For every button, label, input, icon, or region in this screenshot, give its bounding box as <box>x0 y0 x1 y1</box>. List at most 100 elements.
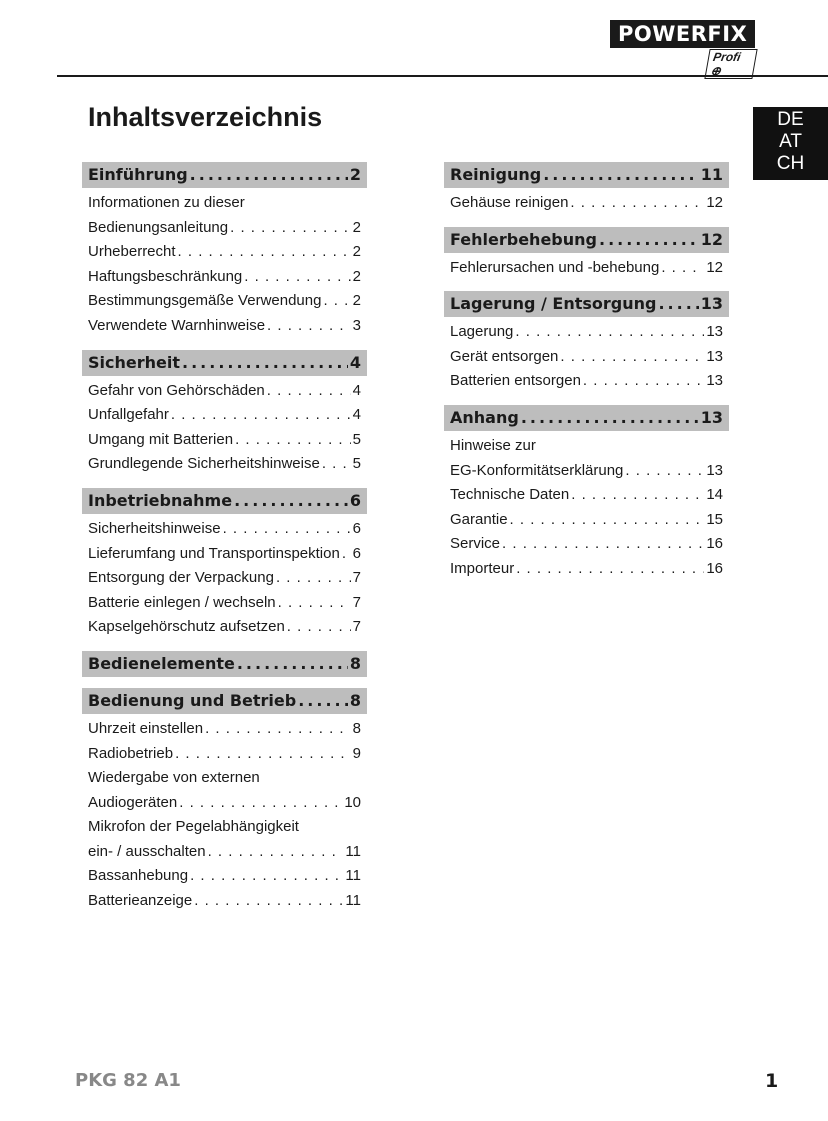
dot-leader <box>205 717 351 742</box>
toc-entry[interactable]: Gehäuse reinigen 12 <box>444 191 729 216</box>
toc-entry[interactable]: Lagerung 13 <box>444 320 729 345</box>
toc-entry[interactable]: Grundlegende Sicherheitshinweise 5 <box>82 452 367 477</box>
dot-leader <box>502 532 704 557</box>
toc-entry[interactable]: EG-Konformitätserklärung 13 <box>444 459 729 484</box>
toc-section-header[interactable]: Lagerung / Entsorgung 13 <box>444 291 729 318</box>
toc-entry[interactable]: Unfallgefahr 4 <box>82 403 367 428</box>
entry-title: Kapselgehörschutz aufsetzen <box>88 618 285 636</box>
entry-page: 7 <box>352 569 361 587</box>
toc-entry[interactable]: Lieferumfang und Transportinspektion 6 <box>82 542 367 567</box>
dot-leader <box>276 566 351 591</box>
entry-title: Fehlerursachen und -behebung <box>450 258 660 276</box>
toc-entry-prefix[interactable]: Wiedergabe von externen <box>88 769 260 787</box>
entry-page: 4 <box>352 381 361 399</box>
section-title: Anhang <box>450 407 519 427</box>
dot-leader <box>190 162 348 188</box>
toc-entry[interactable]: Service 16 <box>444 532 729 557</box>
toc-entry[interactable]: Entsorgung der Verpackung 7 <box>82 566 367 591</box>
toc-entry-prefix[interactable]: Informationen zu dieser <box>88 194 245 211</box>
dot-leader <box>171 403 351 428</box>
entry-page: 6 <box>352 544 361 562</box>
toc-entry[interactable]: Fehlerursachen und -behebung 12 <box>444 256 729 281</box>
dot-leader <box>521 405 699 431</box>
toc-entry[interactable]: Sicherheitshinweise 6 <box>82 517 367 542</box>
toc-entry[interactable]: Kapselgehörschutz aufsetzen 7 <box>82 615 367 640</box>
toc-entry[interactable]: Umgang mit Batterien 5 <box>82 428 367 453</box>
lang-de: DE <box>777 109 804 130</box>
toc-entry[interactable]: Garantie 15 <box>444 508 729 533</box>
entry-page: 13 <box>706 347 723 365</box>
entry-title: Umgang mit Batterien <box>88 430 234 448</box>
toc-entry[interactable]: Verwendete Warnhinweise 3 <box>82 314 367 339</box>
toc-entry[interactable]: Gefahr von Gehörschäden 4 <box>82 379 367 404</box>
powerfix-logo: POWERFIX Profi ⊕ <box>610 20 758 79</box>
dot-leader <box>178 240 351 265</box>
toc-entry[interactable]: Importeur 16 <box>444 557 729 582</box>
toc-right-column: Reinigung11 Gehäuse reinigen12 Fehlerbeheb… <box>444 162 729 593</box>
toc-entry-prefix[interactable]: Mikrofon der Pegelabhängigkeit <box>88 818 299 836</box>
entry-title: ein- / ausschalten <box>88 842 206 860</box>
lang-at: AT <box>779 131 802 152</box>
section-title: Reinigung <box>450 165 542 184</box>
toc-entry[interactable]: Urheberrecht 2 <box>82 240 367 265</box>
entry-title: Service <box>450 535 501 553</box>
toc-entry[interactable]: Technische Daten 14 <box>444 483 729 508</box>
entry-page: 11 <box>345 842 361 860</box>
toc-section-header[interactable]: Fehlerbehebung 12 <box>444 226 729 253</box>
toc-left-column: Einführung 2 Informationen zu dieser Bedien… <box>82 162 367 925</box>
toc-section: Reinigung 11 Gehäuse reinigen 12 <box>444 162 729 216</box>
entry-page: 2 <box>352 243 361 261</box>
entry-page: 11 <box>345 892 361 910</box>
dot-leader <box>267 314 351 339</box>
toc-entry[interactable]: Radiobetrieb 9 <box>82 742 367 767</box>
dot-leader <box>234 488 348 514</box>
toc-section-header[interactable]: Bedienung und Betrieb 8 <box>82 687 367 714</box>
toc-section-header[interactable]: Bedienelemente 8 <box>82 650 367 677</box>
toc-entry[interactable]: Audiogeräten 10 <box>82 791 367 816</box>
toc-entry[interactable]: Bestimmungsgemäße Verwendung 2 <box>82 289 367 314</box>
dot-leader <box>571 483 704 508</box>
dot-leader <box>237 651 348 677</box>
section-page: 13 <box>700 407 723 427</box>
entry-title: Sicherheitshinweise <box>88 519 221 537</box>
toc-section-header[interactable]: Einführung 2 <box>82 162 367 188</box>
toc-entry[interactable]: Batterieanzeige 11 <box>82 889 367 914</box>
toc-entry[interactable]: Uhrzeit einstellen 8 <box>82 717 367 742</box>
entry-title: Bassanhebung <box>88 867 189 885</box>
dot-leader <box>661 256 704 281</box>
dot-leader <box>298 688 348 714</box>
toc-entry[interactable]: Bedienungsanleitung 2 <box>82 216 367 241</box>
dot-leader <box>235 428 351 453</box>
toc-section-header[interactable]: Reinigung 11 <box>444 162 729 188</box>
entry-page: 7 <box>352 618 361 636</box>
dot-leader <box>342 542 351 567</box>
entry-page: 15 <box>706 510 723 528</box>
entry-page: 7 <box>352 593 361 611</box>
entry-page: 9 <box>352 744 361 762</box>
section-title: Bedienung und Betrieb <box>88 690 297 710</box>
toc-entry[interactable]: Haftungsbeschränkung 2 <box>82 265 367 290</box>
toc-section: Bedienelemente 8 <box>82 650 367 677</box>
toc-entry[interactable]: Batterien entsorgen 13 <box>444 369 729 394</box>
toc-section-header[interactable]: Anhang 13 <box>444 404 729 431</box>
entry-title: Bestimmungsgemäße Verwendung <box>88 292 322 310</box>
toc-entry[interactable]: Batterie einlegen / wechseln 7 <box>82 591 367 616</box>
entry-title: Batterien entsorgen <box>450 372 581 390</box>
toc-entry[interactable]: Gerät entsorgen 13 <box>444 345 729 370</box>
dot-leader <box>190 864 343 889</box>
entry-title: Batterieanzeige <box>88 892 193 910</box>
entry-title: Importeur <box>450 559 515 577</box>
entry-page: 5 <box>352 455 361 473</box>
toc-section-header[interactable]: Sicherheit 4 <box>82 349 367 376</box>
entry-title: Garantie <box>450 510 508 528</box>
section-page: 13 <box>700 294 723 314</box>
dot-leader <box>267 379 351 404</box>
entry-title: Technische Daten <box>450 486 570 504</box>
section-page: 6 <box>349 490 361 510</box>
toc-entry[interactable]: Bassanhebung 11 <box>82 864 367 889</box>
toc-section-header[interactable]: Inbetriebnahme 6 <box>82 487 367 514</box>
lang-ch: CH <box>776 153 805 174</box>
toc-entry[interactable]: ein- / ausschalten 11 <box>82 840 367 865</box>
toc-entry-prefix[interactable]: Hinweise zur <box>450 436 536 454</box>
